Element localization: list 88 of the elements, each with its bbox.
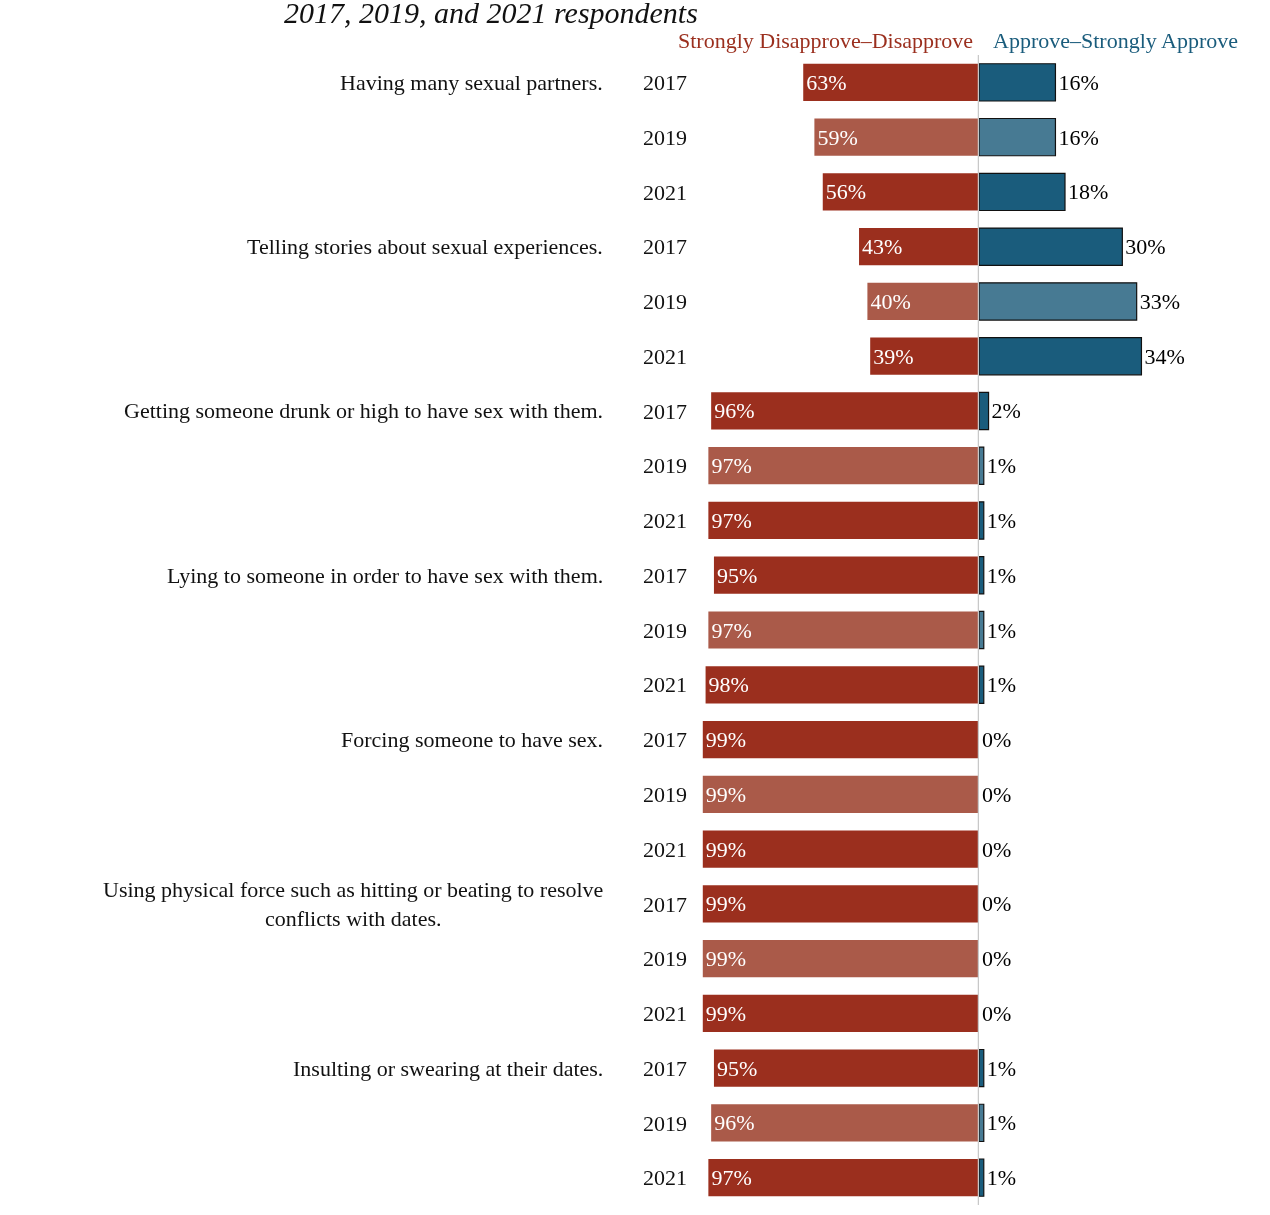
data-label: 99% — [705, 727, 747, 753]
y-tick-label: 2021 — [643, 508, 687, 534]
data-label: 40% — [870, 288, 911, 314]
chart-title: 2017, 2019, and 2021 respondents — [284, 0, 698, 29]
bar — [979, 610, 985, 650]
data-label: 99% — [705, 946, 747, 972]
data-label: 0% — [982, 836, 1012, 862]
y-tick-label: 2019 — [643, 617, 687, 643]
data-label: 59% — [817, 124, 858, 150]
data-label: 0% — [982, 781, 1012, 807]
data-label: 34% — [1144, 343, 1185, 369]
data-label: 99% — [705, 781, 747, 807]
y-tick-label: 2021 — [643, 836, 687, 862]
bar — [702, 775, 979, 813]
data-label: 99% — [705, 891, 747, 917]
series-label: Strongly Disapprove–Disapprove — [678, 28, 974, 53]
data-label: 96% — [714, 398, 755, 424]
y-tick-label: 2019 — [643, 781, 687, 807]
data-label: 96% — [714, 1110, 755, 1136]
data-label: 97% — [711, 453, 752, 479]
bar — [979, 665, 985, 704]
bar — [702, 720, 979, 759]
y-tick-label: 2021 — [643, 179, 687, 205]
data-label: 56% — [825, 179, 867, 205]
data-label: 0% — [982, 1000, 1012, 1026]
data-label: 1% — [986, 672, 1017, 698]
data-label: 18% — [1068, 179, 1109, 205]
y-tick-label: 2021 — [643, 672, 687, 698]
bar — [702, 994, 979, 1032]
y-tick-label: 2017 — [643, 891, 687, 917]
bar — [979, 391, 990, 431]
text: Using physical force such as hitting or beating to resolve conflicts with dates. — [103, 877, 604, 931]
data-label: 1% — [986, 1055, 1017, 1081]
data-label: 97% — [711, 507, 752, 533]
bar — [979, 1048, 985, 1088]
data-label: 1% — [986, 1165, 1017, 1191]
data-label: 95% — [716, 1055, 758, 1081]
series-label: Approve–Strongly Approve — [993, 28, 1239, 53]
bar — [702, 939, 979, 978]
bar — [702, 830, 979, 868]
text: Forcing someone to have sex. — [341, 727, 604, 752]
data-label: 1% — [986, 453, 1017, 479]
data-label: 0% — [982, 727, 1012, 753]
data-label: 97% — [711, 1165, 752, 1191]
data-label: 16% — [1058, 69, 1099, 95]
data-label: 39% — [873, 343, 914, 369]
y-tick-label: 2021 — [643, 1165, 687, 1191]
data-label: 95% — [716, 562, 758, 588]
data-label: 99% — [705, 836, 747, 862]
y-tick-label: 2017 — [643, 70, 687, 96]
y-tick-label: 2019 — [643, 1110, 687, 1136]
data-label: 1% — [986, 617, 1017, 643]
data-label: 16% — [1058, 124, 1099, 150]
text: Telling stories about sexual experiences. — [247, 234, 603, 259]
y-tick-label: 2017 — [643, 727, 687, 753]
data-label: 0% — [982, 946, 1012, 972]
text: Having many sexual partners. — [340, 70, 603, 95]
data-label: 43% — [862, 234, 903, 260]
bar — [979, 446, 985, 485]
data-label: 98% — [708, 672, 749, 698]
y-tick-label: 2021 — [643, 343, 687, 369]
y-tick-label: 2017 — [643, 1055, 687, 1081]
data-label: 1% — [986, 562, 1017, 588]
data-label: 63% — [806, 69, 847, 95]
bar — [702, 885, 979, 923]
data-label: 2% — [991, 398, 1021, 424]
bar — [979, 501, 985, 540]
text: Getting someone drunk or high to have sex with them. — [124, 398, 604, 423]
text: Insulting or swearing at their dates. — [293, 1056, 604, 1081]
data-label: 0% — [982, 891, 1012, 917]
y-tick-label: 2017 — [643, 562, 687, 588]
data-label: 97% — [711, 617, 752, 643]
y-tick-label: 2017 — [643, 234, 687, 260]
y-tick-label: 2017 — [643, 398, 687, 424]
text: Lying to someone in order to have sex with them. — [167, 563, 604, 588]
y-tick-label: 2019 — [643, 289, 687, 315]
data-label: 1% — [986, 507, 1017, 533]
data-label: 33% — [1139, 288, 1180, 314]
data-label: 1% — [986, 1110, 1017, 1136]
y-tick-label: 2019 — [643, 453, 687, 479]
y-tick-label: 2019 — [643, 946, 687, 972]
data-label: 30% — [1125, 234, 1166, 260]
bar — [979, 556, 985, 595]
data-label: 99% — [705, 1000, 747, 1026]
bar — [979, 1158, 985, 1197]
y-tick-label: 2019 — [643, 124, 687, 150]
y-tick-label: 2021 — [643, 1001, 687, 1027]
bar — [979, 1103, 985, 1143]
